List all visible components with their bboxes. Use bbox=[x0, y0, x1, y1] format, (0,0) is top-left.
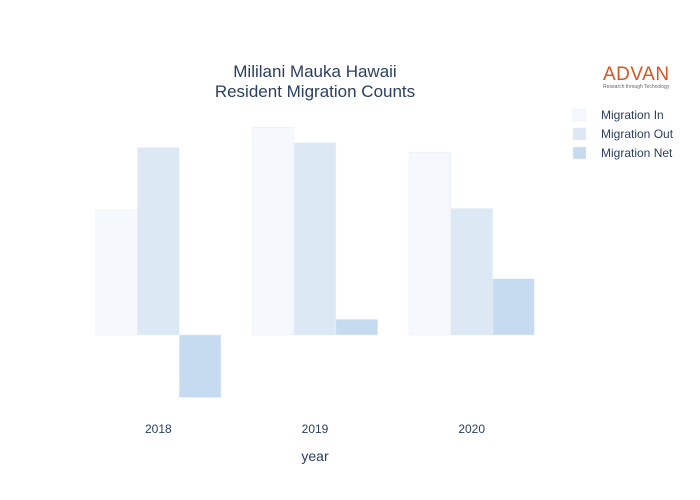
advan-logo: ADVAN Research through Technology bbox=[603, 64, 673, 90]
bar-migration-in-2019[interactable] bbox=[252, 126, 295, 336]
bar-migration-net-2018[interactable] bbox=[178, 334, 222, 398]
legend-swatch bbox=[572, 108, 587, 122]
x-tick-labels: 2018 2019 2020 bbox=[145, 422, 485, 436]
legend-swatch bbox=[572, 127, 587, 141]
legend-item-migration-in[interactable]: Migration In bbox=[572, 108, 664, 122]
logo-wordmark: ADVAN bbox=[603, 64, 670, 85]
bar-migration-in-2020[interactable] bbox=[408, 151, 452, 336]
legend-label: Migration In bbox=[601, 108, 664, 122]
bar-migration-net-2019[interactable] bbox=[335, 319, 378, 336]
bar-migration-net-2020[interactable] bbox=[492, 278, 535, 336]
legend-label: Migration Out bbox=[601, 127, 674, 141]
bar-migration-in-2018[interactable] bbox=[95, 209, 138, 336]
x-axis-title: year bbox=[301, 448, 329, 464]
chart-title: Mililani Mauka Hawaii Resident Migration… bbox=[215, 62, 415, 101]
x-tick-label-2018: 2018 bbox=[145, 422, 172, 436]
logo-tagline: Research through Technology bbox=[603, 84, 670, 90]
bars-group bbox=[95, 126, 535, 398]
legend-item-migration-net[interactable]: Migration Net bbox=[572, 146, 673, 160]
legend-item-migration-out[interactable]: Migration Out bbox=[572, 127, 674, 141]
legend-swatch bbox=[572, 146, 587, 160]
x-tick-label-2019: 2019 bbox=[302, 422, 329, 436]
x-tick-label-2020: 2020 bbox=[458, 422, 485, 436]
chart-title-line1: Mililani Mauka Hawaii bbox=[233, 62, 396, 81]
legend-label: Migration Net bbox=[601, 146, 673, 160]
chart-title-line2: Resident Migration Counts bbox=[215, 82, 415, 101]
bar-migration-out-2018[interactable] bbox=[137, 147, 180, 336]
legend[interactable]: Migration In Migration Out Migration Net bbox=[572, 108, 674, 160]
bar-migration-out-2019[interactable] bbox=[293, 142, 337, 336]
bar-migration-out-2020[interactable] bbox=[450, 208, 493, 336]
